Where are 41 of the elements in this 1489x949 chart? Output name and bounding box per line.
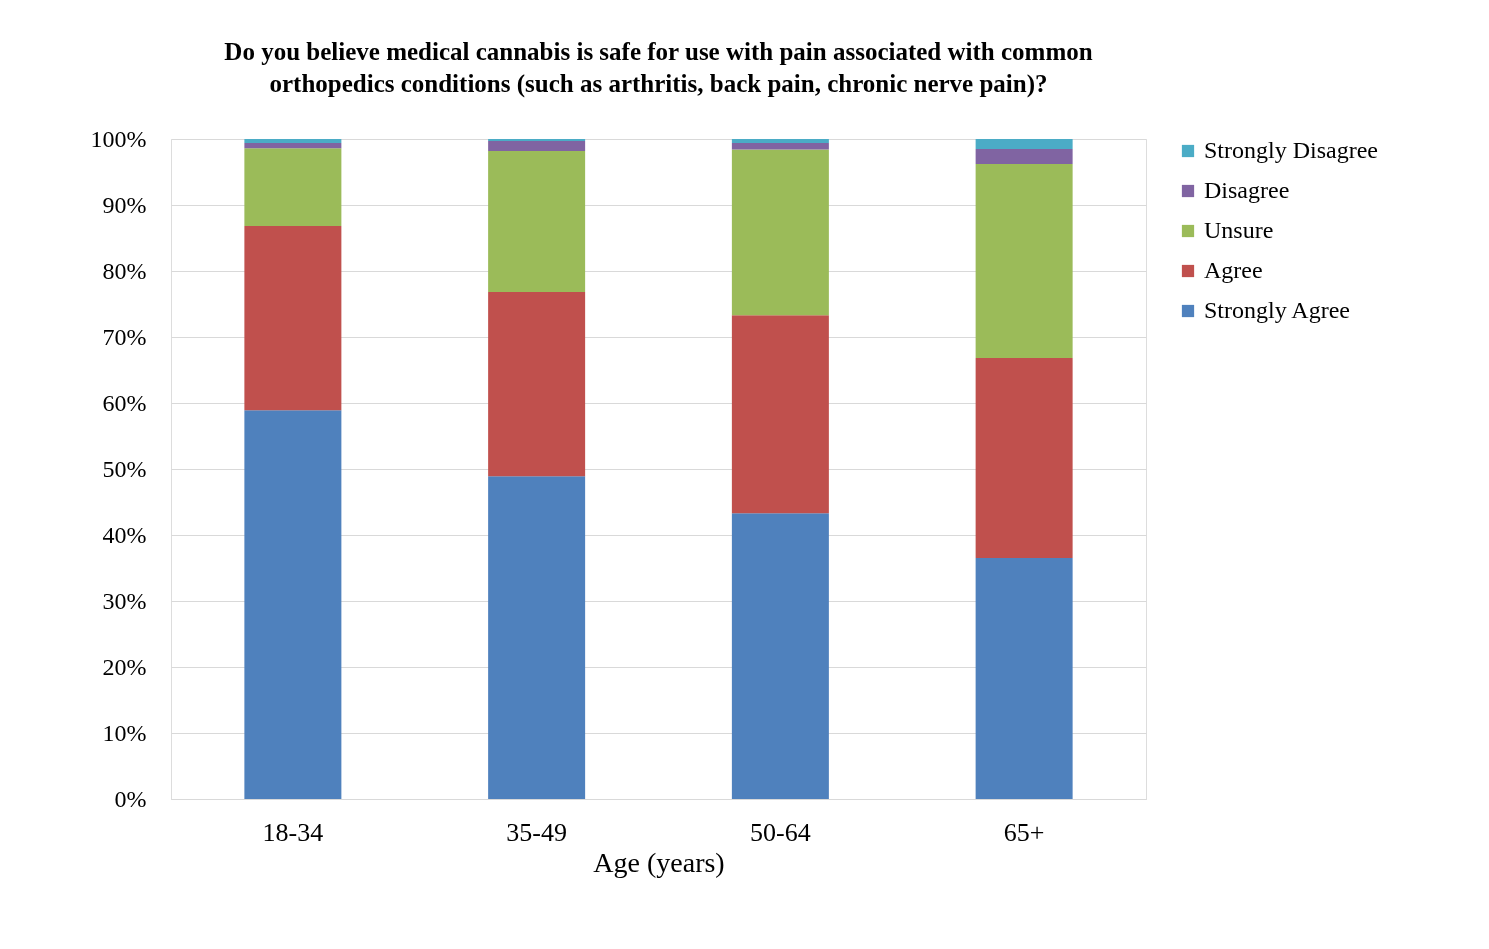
chart-title: Do you believe medical cannabis is safe for use with pain associated with common orthopedics conditions (such as arthritis, back pain, chronic nerve pain)?: [224, 38, 1093, 98]
legend-label: Strongly Disagree: [1204, 137, 1378, 163]
legend-label: Strongly Agree: [1204, 297, 1350, 323]
y-tick-label: 100%: [90, 125, 147, 152]
bar: [731, 142, 829, 150]
x-tick-label: 35-49: [506, 817, 567, 847]
bar: [244, 410, 342, 799]
bar: [244, 142, 342, 149]
y-tick-label: 10%: [102, 719, 147, 746]
bar: [488, 150, 586, 293]
bar: [488, 476, 586, 799]
bar: [731, 139, 829, 143]
bar: [488, 140, 586, 151]
bar: [975, 558, 1073, 799]
y-tick-label: 0%: [114, 785, 147, 812]
y-tick-label: 60%: [102, 389, 147, 416]
y-tick-label: 50%: [102, 455, 147, 482]
bar: [244, 226, 342, 411]
y-tick-label: 40%: [102, 521, 147, 548]
x-axis-title: Age (years): [593, 846, 725, 878]
bar: [975, 164, 1073, 359]
y-tick-label: 30%: [102, 587, 147, 614]
x-tick-label: 18-34: [262, 817, 324, 847]
y-tick-label: 80%: [102, 257, 147, 284]
legend-label: Unsure: [1204, 217, 1274, 243]
bar: [731, 315, 829, 514]
y-tick-label: 20%: [102, 653, 147, 680]
bar: [975, 148, 1073, 165]
bar: [488, 292, 586, 477]
y-tick-label: 90%: [102, 191, 147, 218]
x-tick-label: 65+: [1003, 817, 1045, 847]
bar: [244, 148, 342, 227]
y-tick-label: 70%: [102, 323, 147, 350]
bar: [975, 358, 1073, 559]
x-tick-label: 50-64: [750, 817, 811, 847]
legend-label: Disagree: [1204, 177, 1290, 203]
bar: [244, 139, 342, 143]
bar: [731, 149, 829, 316]
legend-label: Agree: [1204, 257, 1263, 283]
bar: [975, 139, 1073, 149]
bar: [731, 513, 829, 799]
